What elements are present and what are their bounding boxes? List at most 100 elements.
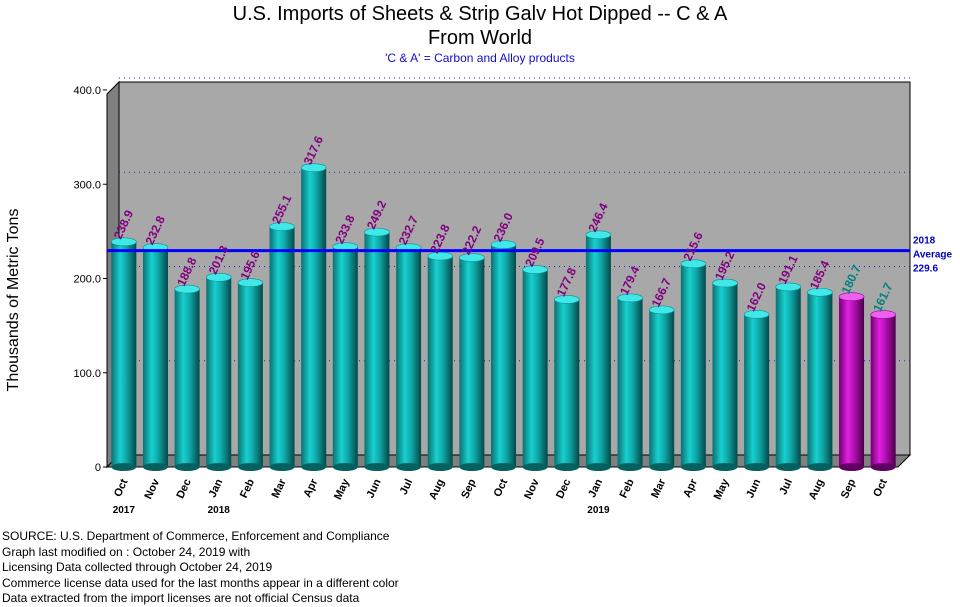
bar-base [301, 463, 326, 471]
x-tick-label: Dec [554, 477, 573, 500]
year-label: 2018 [208, 505, 231, 516]
x-tick-label: Aug [807, 477, 827, 501]
bar-chart: 0100.0200.0300.0400.0 2018Average229.6 2… [0, 0, 960, 525]
footer-line: Licensing Data collected through October… [2, 560, 399, 576]
bar-base [744, 463, 769, 471]
bar [111, 238, 136, 471]
bar-base [428, 463, 453, 471]
bar [333, 243, 358, 471]
bar [807, 288, 832, 471]
bar-body [681, 264, 706, 467]
bar [744, 310, 769, 471]
bar-body [554, 299, 579, 467]
bar [143, 244, 168, 471]
x-tick-label: Feb [618, 477, 637, 500]
bar-base [807, 463, 832, 471]
bar [681, 260, 706, 471]
x-tick-label: Sep [839, 477, 859, 501]
x-axis: Oct Nov Dec Jan Feb Mar Apr May Jun Jul Aug Sep Oct N… [112, 476, 890, 516]
average-label: 2018 [913, 236, 936, 247]
bar-base [206, 463, 231, 471]
x-tick-label: Oct [492, 477, 511, 499]
bar [523, 266, 548, 471]
x-tick-label: Mar [649, 477, 668, 500]
bar-base [618, 463, 643, 471]
x-tick-label: Jun [365, 477, 384, 500]
bar [238, 279, 263, 471]
bar-body [491, 245, 516, 467]
x-tick-label: Jul [398, 477, 416, 496]
footer-notes: SOURCE: U.S. Department of Commerce, Enf… [2, 529, 399, 607]
bar [712, 279, 737, 471]
bar-base [238, 463, 263, 471]
bar-body [523, 270, 548, 467]
bar-body [364, 232, 389, 467]
x-tick-label: Sep [459, 477, 479, 501]
footer-line: SOURCE: U.S. Department of Commerce, Enf… [2, 529, 399, 545]
bar-body [238, 283, 263, 467]
bar-base [712, 463, 737, 471]
bar [270, 223, 295, 471]
bar-body [175, 289, 200, 467]
bar-body [618, 298, 643, 467]
bar-base [554, 463, 579, 471]
bar [459, 254, 484, 471]
bar [871, 311, 896, 471]
x-tick-label: Apr [301, 477, 320, 500]
bar-body [807, 292, 832, 467]
bar-base [776, 463, 801, 471]
x-tick-label: May [712, 476, 732, 501]
bar [428, 252, 453, 471]
bar [776, 283, 801, 471]
footer-line: Data extracted from the import licenses … [2, 591, 399, 607]
y-tick-label: 100.0 [73, 368, 101, 380]
bar [554, 295, 579, 471]
bar-base [364, 463, 389, 471]
x-tick-label: Oct [871, 477, 890, 499]
bar-body [111, 242, 136, 467]
bar [491, 241, 516, 471]
bar [586, 231, 611, 471]
x-tick-label: Jan [586, 477, 605, 500]
bar-body [459, 258, 484, 467]
bar [364, 228, 389, 471]
bar-base [871, 463, 896, 471]
bar-body [301, 168, 326, 467]
y-tick-label: 400.0 [73, 85, 101, 97]
y-axis: 0 100.0 200.0 300.0 400.0 [73, 85, 107, 474]
year-label: 2017 [113, 505, 136, 516]
bar [301, 164, 326, 471]
x-tick-label: Jun [744, 477, 763, 500]
bar-body [270, 227, 295, 467]
bar-base [523, 463, 548, 471]
x-tick-label: Aug [427, 477, 447, 501]
x-tick-label: Mar [270, 477, 289, 500]
footer-line: Graph last modified on : October 24, 201… [2, 545, 399, 561]
bar-base [839, 463, 864, 471]
bar-base [586, 463, 611, 471]
bar-body [586, 235, 611, 467]
x-tick-label: Feb [238, 477, 257, 500]
bar-body [396, 248, 421, 467]
y-tick-label: 0 [95, 462, 101, 474]
bar [618, 294, 643, 471]
bar [396, 244, 421, 471]
bar-base [396, 463, 421, 471]
bar [206, 273, 231, 471]
x-tick-label: Oct [112, 477, 131, 499]
x-tick-label: May [332, 476, 352, 501]
bar-body [712, 283, 737, 467]
x-tick-label: Dec [174, 477, 193, 500]
bar-base [333, 463, 358, 471]
bar-body [839, 297, 864, 467]
bar [649, 306, 674, 471]
bar-base [649, 463, 674, 471]
bar-base [270, 463, 295, 471]
average-label: Average [913, 250, 953, 261]
year-label: 2019 [587, 505, 610, 516]
bar-body [206, 277, 231, 467]
bar-base [143, 463, 168, 471]
bar-base [491, 463, 516, 471]
bar-body [871, 315, 896, 467]
bar-body [776, 287, 801, 467]
